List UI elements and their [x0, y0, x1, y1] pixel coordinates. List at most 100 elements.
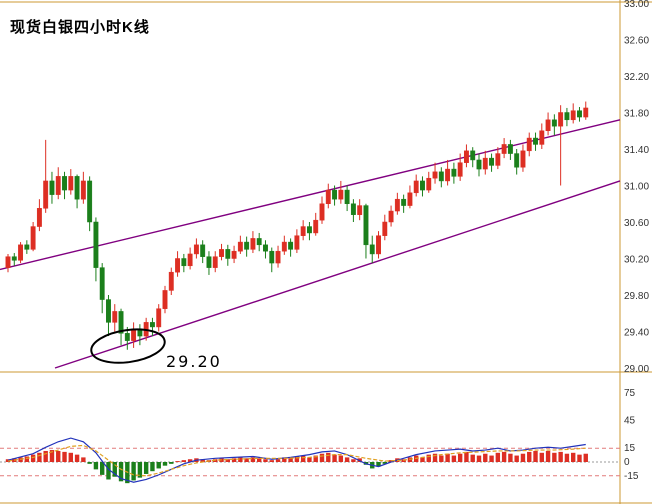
dea-line	[7, 444, 586, 477]
macd-bar	[200, 459, 205, 462]
macd-bar	[238, 457, 243, 462]
macd-bar	[24, 456, 30, 462]
candle-body	[357, 205, 363, 215]
candle-body	[68, 176, 74, 191]
candle-body	[507, 144, 513, 154]
indicator-axis-label: 15	[624, 443, 636, 454]
macd-bar	[257, 458, 262, 462]
candle-body	[55, 176, 61, 195]
candle-body	[520, 150, 526, 168]
macd-bar	[225, 459, 230, 462]
candle-body	[489, 157, 495, 166]
candle-body	[275, 250, 281, 264]
macd-bar	[37, 452, 42, 462]
candle-body	[36, 208, 42, 227]
candle-body	[269, 250, 275, 264]
candle-body	[225, 249, 231, 259]
indicator-axis-label: -15	[624, 471, 639, 482]
macd-bar	[464, 451, 469, 462]
macd-bar	[483, 453, 488, 462]
macd-bar	[445, 453, 450, 462]
macd-bar	[137, 462, 143, 478]
candle-body	[212, 256, 218, 268]
candle-body	[156, 308, 162, 328]
price-axis-label: 30.20	[624, 255, 649, 266]
macd-bar	[476, 455, 482, 462]
candle-body	[539, 130, 545, 145]
candle-body	[457, 162, 463, 177]
candle-body	[187, 253, 193, 267]
macd-bar	[520, 453, 526, 462]
macd-bar	[319, 453, 325, 462]
candle-body	[30, 226, 36, 250]
macd-bar	[93, 462, 99, 470]
macd-bar	[74, 454, 80, 462]
macd-bar	[62, 451, 67, 462]
candle-body	[551, 119, 557, 127]
candle-body	[131, 329, 137, 341]
macd-bar	[583, 453, 588, 462]
macd-bar	[326, 452, 331, 462]
price-axis-label: 31.40	[624, 145, 649, 156]
candle-body	[43, 180, 49, 209]
candle-body	[263, 244, 268, 252]
macd-bar	[338, 455, 344, 462]
candle-body	[394, 198, 400, 212]
macd-bar	[87, 462, 92, 464]
candle-body	[294, 235, 300, 250]
candle-body	[250, 238, 256, 250]
macd-bar	[81, 457, 86, 462]
macd-bar	[552, 452, 557, 462]
candle-body	[501, 144, 507, 154]
macd-bar	[162, 462, 168, 466]
candle-body	[18, 244, 24, 261]
macd-bar	[313, 455, 318, 462]
candle-body	[300, 226, 306, 236]
candle-body	[451, 168, 457, 177]
candle-body	[438, 171, 444, 182]
macd-bar	[382, 462, 387, 464]
candle-body	[106, 299, 111, 323]
macd-bar	[131, 462, 136, 481]
price-axis-label: 29.80	[624, 291, 649, 302]
low-annotation-label: 29.20	[166, 352, 222, 371]
candle-body	[432, 171, 438, 179]
candle-body	[325, 189, 331, 204]
macd-bar	[56, 450, 61, 462]
candle-body	[288, 241, 294, 250]
candle-body	[49, 180, 55, 195]
macd-bar	[181, 460, 187, 462]
macd-bar	[30, 454, 36, 462]
candle-body	[570, 110, 576, 121]
candle-body	[476, 159, 482, 170]
candle-body	[332, 189, 338, 200]
macd-bar	[100, 462, 105, 475]
price-axis-label: 32.60	[624, 36, 649, 47]
macd-bar	[244, 458, 249, 462]
macd-bar	[558, 451, 563, 462]
candle-body	[112, 311, 118, 323]
candle-body	[200, 244, 206, 257]
dif-line	[7, 437, 586, 483]
candle-body	[181, 258, 187, 267]
candle-body	[244, 241, 250, 250]
macd-bar	[508, 453, 513, 462]
macd-bar	[49, 450, 55, 462]
macd-bar	[150, 462, 155, 472]
macd-bar	[112, 462, 117, 477]
candle-body	[564, 112, 570, 121]
candle-body	[558, 112, 564, 127]
candle-body	[162, 290, 168, 309]
macd-bar	[426, 454, 431, 462]
candle-body	[338, 189, 344, 200]
indicator-axis-label: 0	[624, 457, 630, 468]
indicator-axis-label: 75	[624, 388, 636, 399]
macd-bar	[307, 457, 312, 462]
candle-body	[426, 177, 432, 191]
candle-body	[206, 256, 212, 268]
candle-body	[306, 226, 312, 234]
candle-body	[313, 219, 319, 234]
macd-bar	[43, 450, 48, 462]
candle-body	[388, 210, 394, 223]
